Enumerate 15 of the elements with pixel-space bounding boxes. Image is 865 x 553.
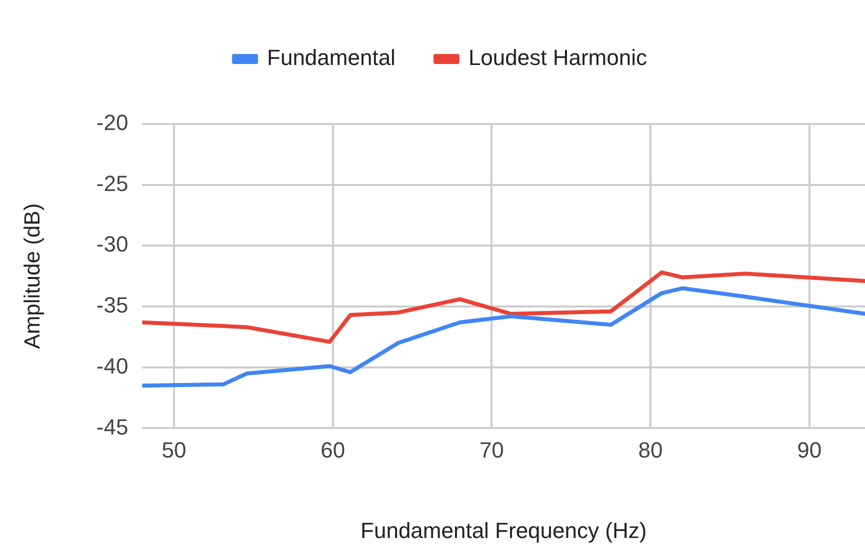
y-tick-label: -20 [96,110,128,136]
x-tick-label: 60 [320,437,346,462]
legend-label: Loudest Harmonic [468,45,647,70]
x-tick-label: 90 [797,437,822,462]
x-axis-title: Fundamental Frequency (Hz) [360,518,647,543]
y-tick-label: -45 [96,414,128,440]
legend-label: Fundamental [267,45,396,70]
y-tick-label: -30 [96,232,128,257]
x-tick-label: 70 [479,437,504,462]
x-tick-label: 50 [162,437,186,462]
y-axis-title: Amplitude (dB) [19,203,44,349]
y-tick-label: -25 [96,170,128,196]
x-tick-label: 80 [638,437,663,462]
y-tick-label: -40 [96,353,128,378]
y-tick-label: -35 [96,292,128,318]
